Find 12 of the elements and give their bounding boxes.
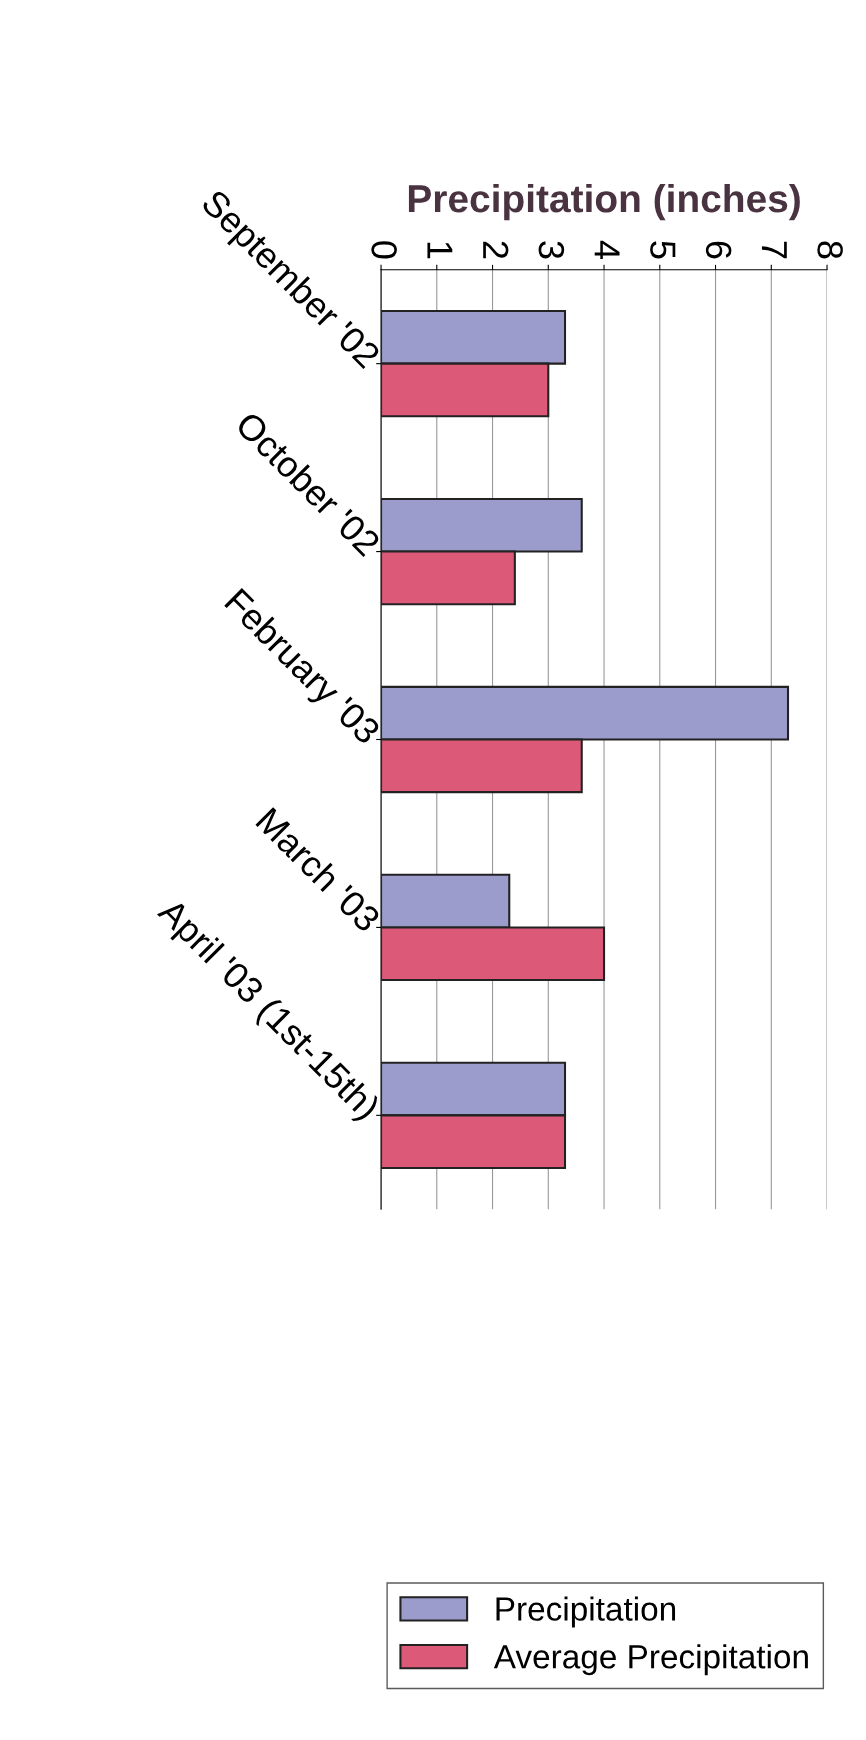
x-tick-label: 2 bbox=[483, 241, 509, 259]
x-tick-label: 6 bbox=[705, 241, 732, 259]
x-tick-label: 8 bbox=[817, 241, 843, 259]
x-tick-label: 4 bbox=[594, 240, 620, 259]
x-tick-label: 5 bbox=[650, 241, 676, 259]
x-tick-label: 1 bbox=[427, 242, 453, 259]
x-axis-title: Precipitation (inches) bbox=[408, 183, 800, 221]
x-tick-label: 3 bbox=[538, 241, 565, 259]
legend-label: Precipitation bbox=[496, 1596, 676, 1628]
x-tick-label: 0 bbox=[371, 241, 397, 259]
x-tick-label: 7 bbox=[761, 241, 787, 259]
legend-label: Average Precipitation bbox=[493, 1644, 808, 1676]
